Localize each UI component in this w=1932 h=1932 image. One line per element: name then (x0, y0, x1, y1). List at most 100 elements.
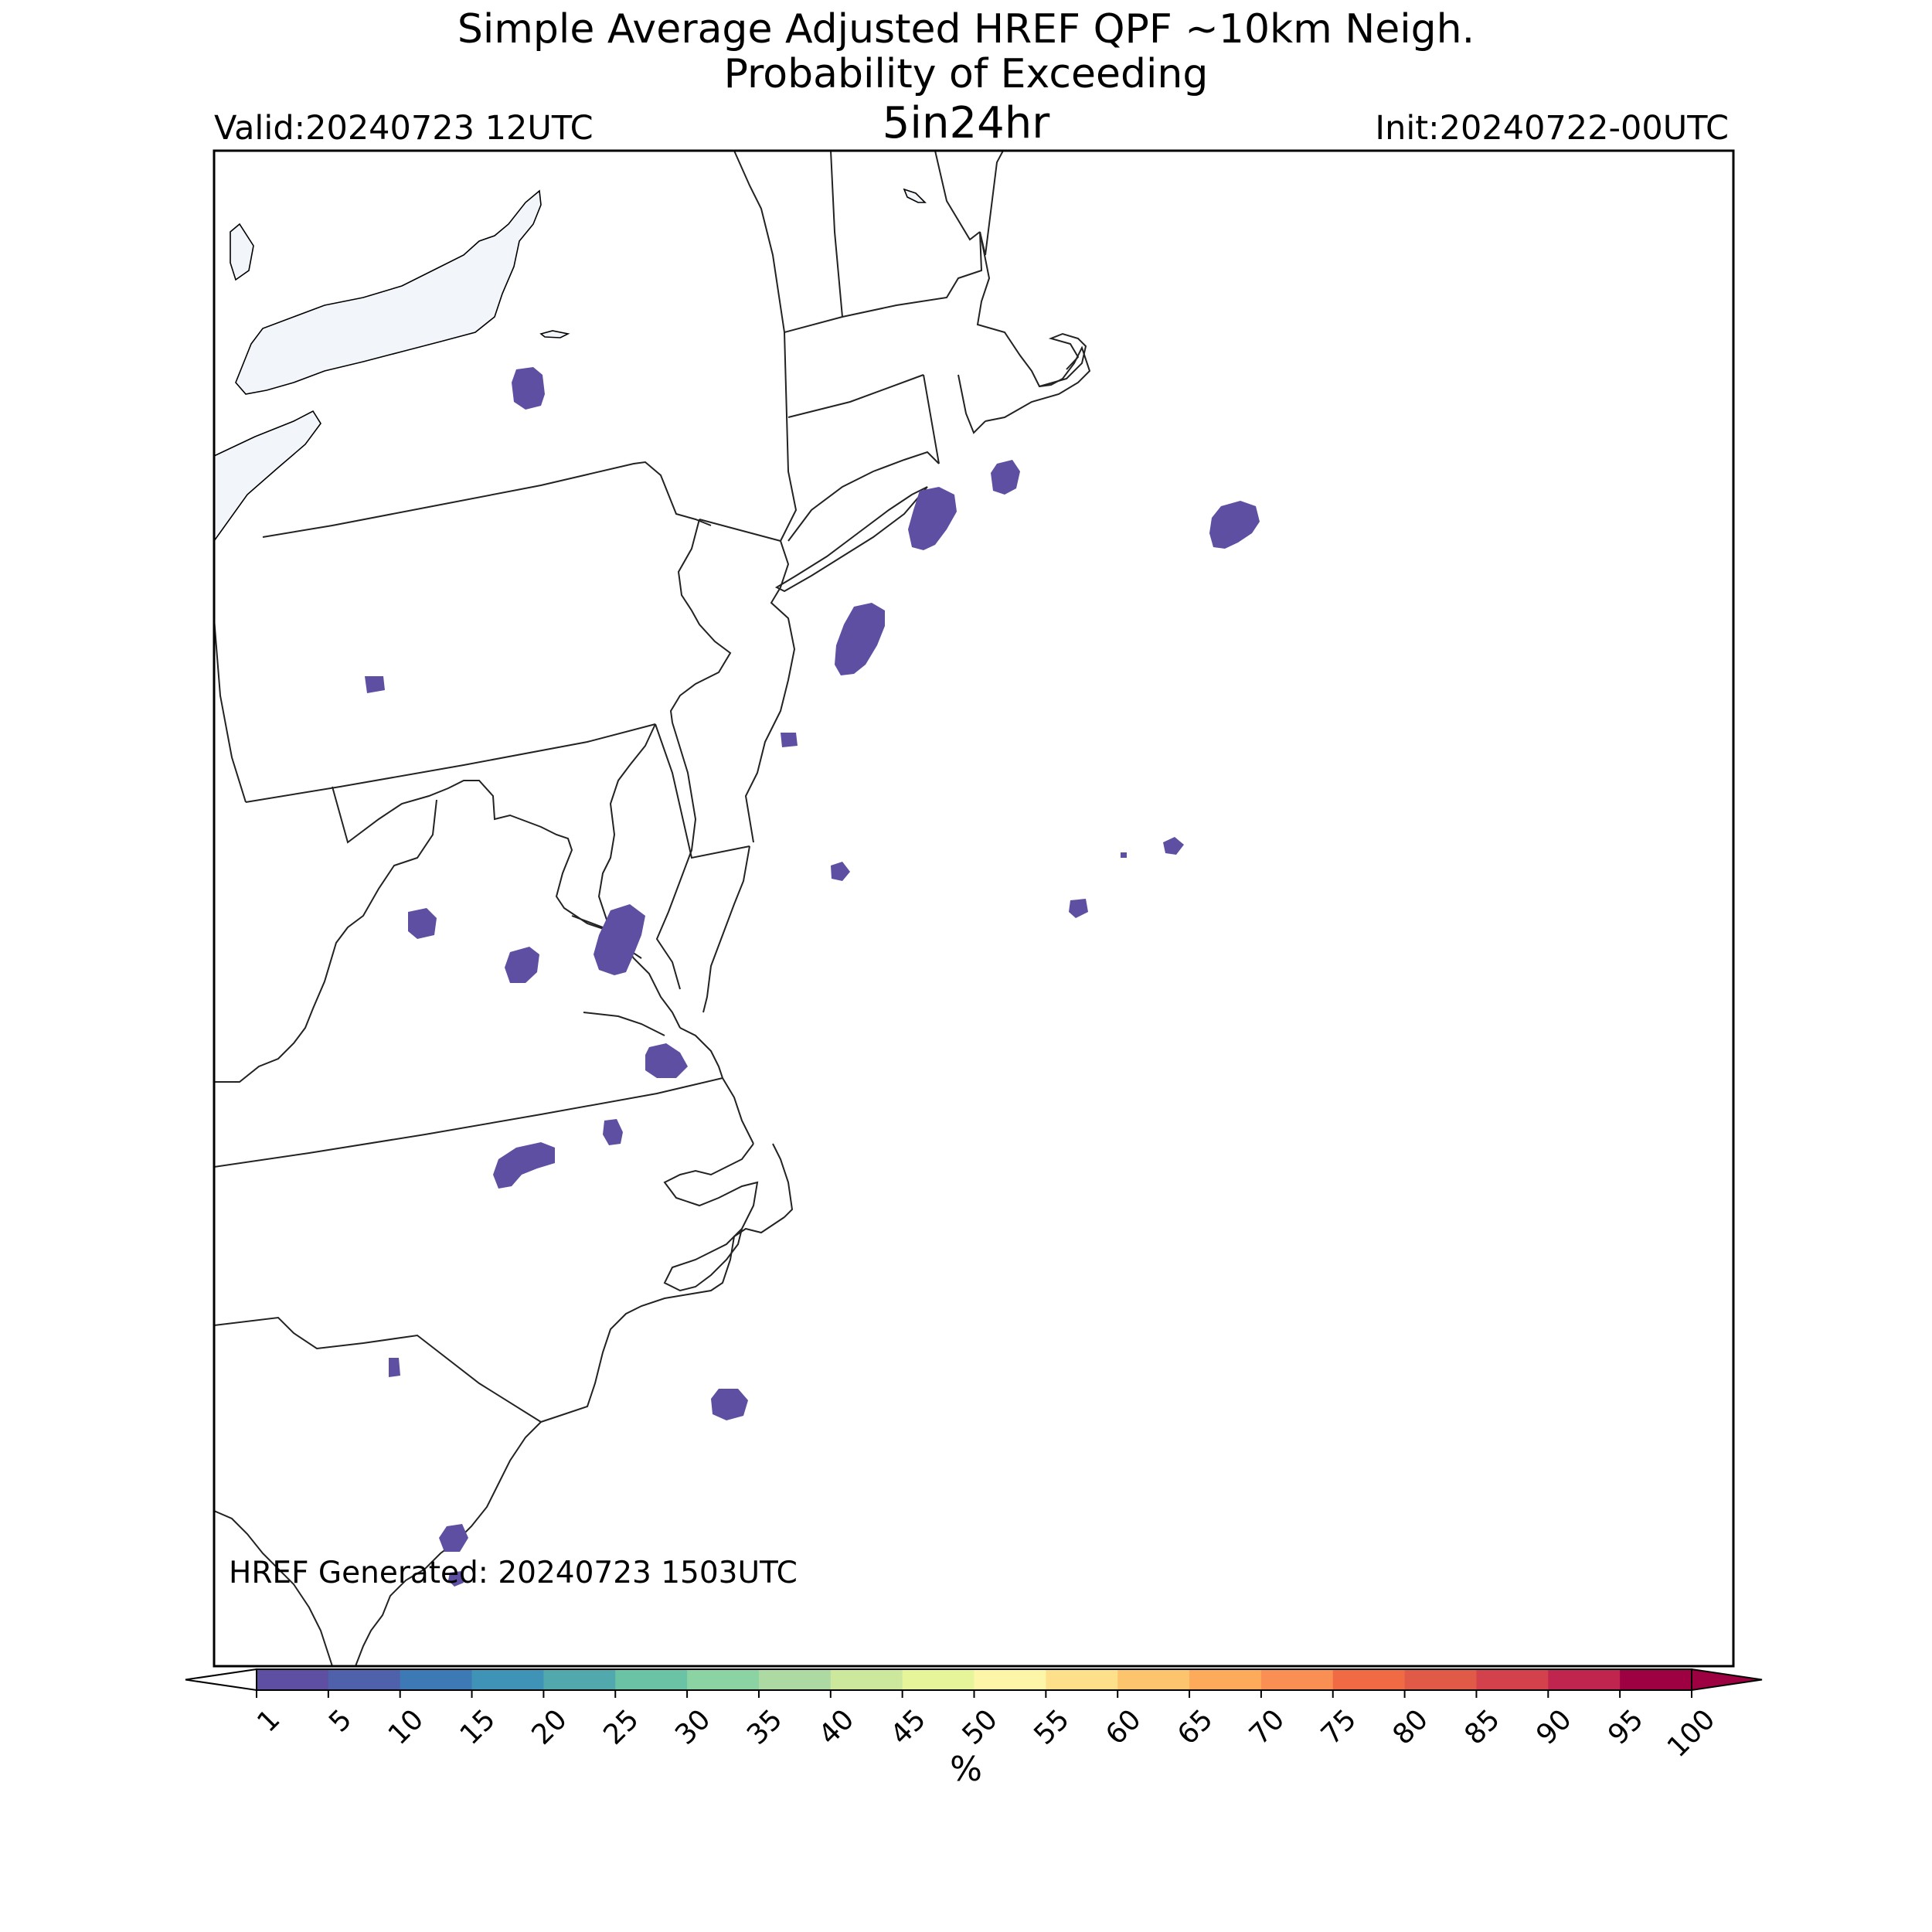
colorbar-tick-label: 1 (251, 1703, 286, 1738)
state-borders (214, 151, 1091, 1666)
oneida-lake (539, 330, 570, 338)
colorbar-tick-label: 20 (526, 1703, 573, 1750)
colorbar-segment (758, 1669, 832, 1690)
ma-ct-border (787, 374, 924, 418)
prob-area-western-nc (389, 1358, 400, 1377)
ma-north-border (784, 231, 983, 333)
init-time-label: Init:20240722-00UTC (1375, 109, 1729, 148)
prob-area-nj-coast (781, 733, 798, 747)
prob-area-offshore-ma (1209, 501, 1260, 549)
colorbar-tick-label: 70 (1243, 1703, 1291, 1750)
pa-md-border (245, 723, 656, 803)
prob-area-offshore-3 (1121, 852, 1127, 858)
prob-area-nc-coast (711, 1389, 748, 1420)
title-line-2: Probability of Exceeding (723, 51, 1209, 97)
colorbar-over-extension (1691, 1668, 1763, 1692)
pa-west-border (214, 617, 247, 803)
sc-coast (355, 1421, 542, 1666)
colorbar-tick-label: 50 (957, 1703, 1004, 1750)
va-nc-border (214, 1077, 723, 1168)
wv-va-border (214, 799, 437, 1083)
colorbar-segment (687, 1669, 760, 1690)
colorbar-segment (1548, 1669, 1621, 1690)
colorbar-tick-label: 10 (383, 1703, 430, 1750)
probability-areas (365, 367, 1260, 1587)
prob-area-sc (439, 1524, 468, 1552)
nc-sc-border (214, 1316, 542, 1423)
nc-coast (540, 1216, 785, 1423)
vt-nh-border (830, 151, 843, 318)
colorbar-segment (830, 1669, 903, 1690)
colorbar-tick-label: 90 (1530, 1703, 1577, 1750)
chesapeake-bay-west (597, 723, 681, 1029)
moosehead-lake (903, 188, 927, 203)
colorbar-segment (1260, 1669, 1334, 1690)
prob-area-cape-cod (991, 460, 1020, 495)
generated-time-label: HREF Generated: 20240723 1503UTC (229, 1556, 798, 1590)
nc-sounds (663, 1143, 759, 1292)
colorbar-tick-label: 65 (1172, 1703, 1219, 1750)
colorbar-tick-label: 40 (813, 1703, 860, 1750)
prob-area-md-chesapeake (594, 904, 645, 975)
de-md-border (655, 723, 750, 859)
prob-area-offshore-2 (1163, 837, 1184, 855)
colorbar-tick-label: 45 (885, 1703, 932, 1750)
ny-pa-border (262, 461, 712, 538)
map-background (214, 151, 1733, 1666)
prob-area-western-ny (512, 367, 545, 410)
colorbar-segment (1620, 1669, 1692, 1690)
colorbar-segment (400, 1669, 473, 1690)
md-va-border (332, 780, 634, 940)
prob-area-central-nc (493, 1142, 555, 1189)
valid-time-label: Valid:20240723 12UTC (214, 109, 594, 148)
ny-vt-border (733, 151, 785, 333)
prob-area-hampton-roads (645, 1043, 688, 1078)
water-bodies (214, 188, 927, 543)
colorbar-segment (471, 1669, 544, 1690)
delmarva-coast (702, 845, 750, 1013)
map-frame (213, 149, 1735, 1668)
colorbar-under-extension (185, 1668, 257, 1692)
colorbar-segment (328, 1669, 401, 1690)
finger-lake (230, 223, 254, 281)
rappahannock-river (583, 1012, 665, 1036)
ri-ma-border (957, 374, 986, 434)
prob-area-long-island-sound (908, 487, 957, 550)
ct-ri-border (923, 374, 940, 464)
colorbar-segment (902, 1669, 975, 1690)
colorbar-segment (615, 1669, 688, 1690)
colorbar-tick-label: 5 (323, 1703, 358, 1738)
nh-me-border (934, 151, 981, 241)
colorbar-segment (1476, 1669, 1549, 1690)
colorbar-segment (1189, 1669, 1262, 1690)
colorbar-tick-label: 30 (669, 1703, 716, 1750)
colorbar-tick-label: 15 (454, 1703, 502, 1750)
colorbar-tick-label: 75 (1315, 1703, 1362, 1750)
prob-area-ne-nc (603, 1119, 623, 1145)
prob-area-offshore-1 (1069, 899, 1088, 918)
colorbar-tick-label: 55 (1028, 1703, 1075, 1750)
long-island (774, 486, 928, 593)
outer-banks (772, 1143, 794, 1218)
va-coast (679, 1027, 754, 1145)
colorbar-tick-label: 60 (1100, 1703, 1147, 1750)
title-line-1: Simple Average Adjusted HREF QPF ~10km N… (457, 6, 1475, 53)
colorbar-tick-label: 85 (1459, 1703, 1506, 1750)
colorbar-tick-label: 35 (741, 1703, 788, 1750)
prob-area-offshore-de (831, 862, 850, 881)
colorbar-segment (1404, 1669, 1477, 1690)
cape-cod (1039, 332, 1087, 387)
colorbar-tick-label: 95 (1602, 1703, 1649, 1750)
lake-erie (214, 410, 321, 543)
pa-nj-border (669, 519, 732, 723)
prob-area-nj-offshore (835, 603, 885, 675)
colorbar-segment (257, 1669, 329, 1690)
colorbar-segment (974, 1669, 1046, 1690)
prob-area-central-va (505, 947, 539, 983)
colorbar-segment (1332, 1669, 1406, 1690)
nj-coast (744, 540, 796, 843)
prob-area-sc-2 (448, 1571, 464, 1587)
colorbar-unit-label: % (950, 1750, 982, 1789)
colorbar-segment (1046, 1669, 1118, 1690)
ny-nj-border (699, 519, 781, 542)
